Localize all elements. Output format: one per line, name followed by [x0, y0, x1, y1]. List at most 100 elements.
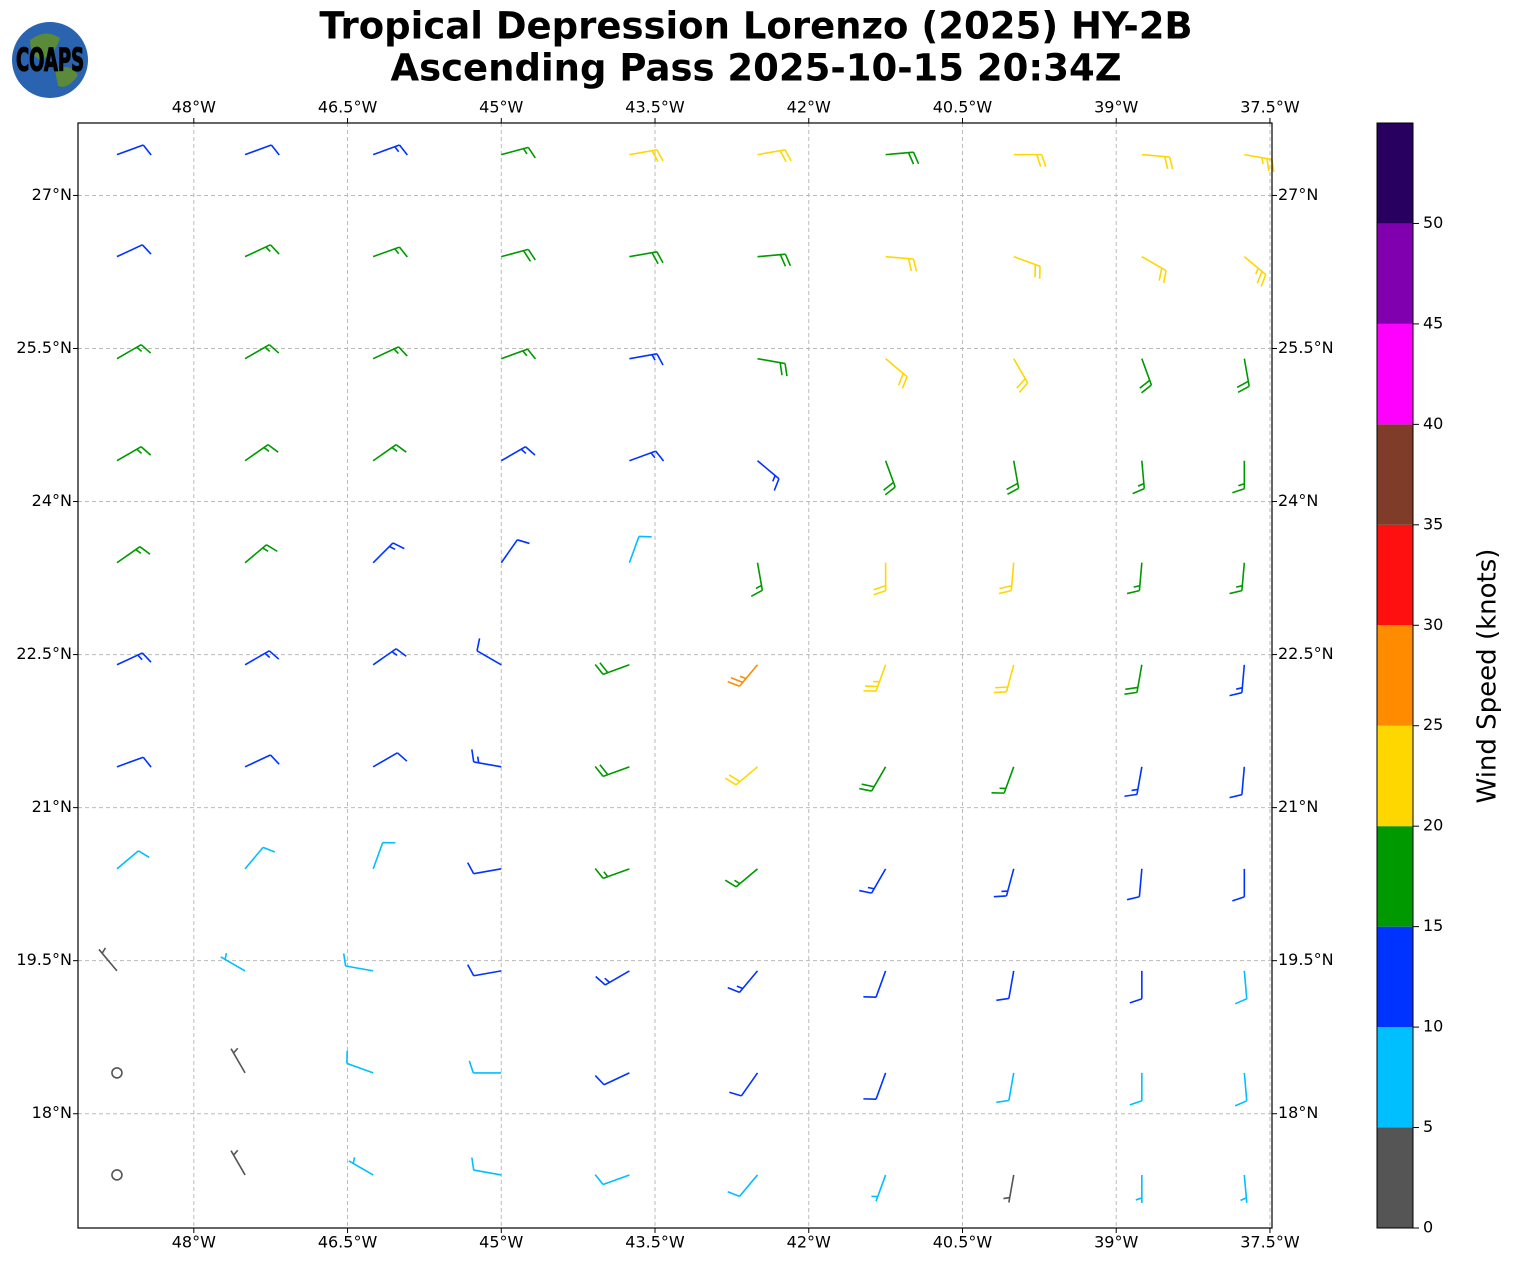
wind-barb: [594, 764, 630, 778]
wind-barb: [629, 353, 664, 366]
wind-barb: [244, 754, 280, 768]
wind-barb: [859, 868, 887, 894]
lat-label: 24°N: [32, 491, 72, 510]
wind-barb: [873, 562, 887, 596]
wind-barb: [883, 460, 896, 496]
wind-barb: [244, 846, 276, 870]
wind-barb: [724, 766, 759, 786]
grid: [78, 123, 1272, 1228]
wind-barb: [991, 766, 1015, 794]
wind-barb: [1013, 358, 1029, 393]
wind-barb: [871, 1174, 887, 1202]
lon-label: 37.5°W: [1240, 98, 1300, 117]
wind-barb: [1232, 868, 1246, 902]
wind-barb: [1141, 255, 1167, 284]
wind-barb: [244, 144, 280, 156]
wind-barb: [993, 868, 1015, 898]
wind-barb: [372, 841, 396, 870]
colorbar-tick-label: 5: [1423, 1117, 1433, 1136]
wind-barb: [116, 244, 152, 258]
wind-barb: [116, 756, 152, 768]
wind-barb: [996, 970, 1015, 1002]
lat-label: 25.5°N: [1278, 338, 1334, 357]
logo-land: [30, 33, 78, 87]
wind-barb: [1126, 868, 1143, 901]
lon-label: 37.5°W: [1240, 1233, 1300, 1252]
wind-barb: [372, 542, 405, 564]
wind-barb: [885, 358, 908, 389]
wind-barb: [727, 1174, 759, 1198]
lon-label: 42°W: [787, 98, 831, 117]
colorbar-tick-label: 50: [1423, 213, 1443, 232]
wind-barb: [863, 970, 887, 998]
wind-barb: [342, 953, 374, 972]
lat-label: 21°N: [32, 797, 72, 816]
wind-barb: [372, 752, 408, 768]
wind-barb: [471, 749, 502, 768]
colorbar-segment: [1377, 625, 1413, 726]
wind-barb: [1232, 460, 1246, 494]
colorbar-segment: [1377, 725, 1413, 827]
colorbar-label: Wind Speed (knots): [1473, 549, 1503, 804]
wind-barb: [1229, 664, 1246, 697]
wind-barb: [594, 662, 630, 676]
lon-label: 43.5°W: [625, 98, 685, 117]
wind-barb: [220, 953, 246, 972]
wind-barb: [501, 146, 536, 159]
wind-barb: [1013, 153, 1047, 167]
colorbar-tick-label: 25: [1423, 715, 1443, 734]
wind-barb: [1129, 970, 1143, 1004]
wind-barb: [1124, 664, 1143, 696]
colorbar-tick-label: 20: [1423, 816, 1443, 835]
lon-label: 45°W: [479, 98, 523, 117]
wind-barb: [993, 664, 1015, 694]
lon-label: 40.5°W: [933, 98, 993, 117]
colorbar-tick-label: 0: [1423, 1218, 1433, 1237]
wind-barb: [628, 535, 652, 564]
wind-barb: [750, 562, 764, 598]
wind-barb: [244, 650, 280, 666]
wind-barb: [757, 357, 788, 377]
wind-barbs: [98, 144, 1275, 1203]
wind-barb: [727, 970, 759, 994]
colorbar-segment: [1377, 826, 1413, 927]
colorbar-segment: [1377, 1127, 1413, 1228]
wind-barb: [1229, 562, 1246, 595]
wind-barb: [372, 246, 408, 258]
wind-barb: [1013, 255, 1041, 279]
wind-barb: [1229, 766, 1246, 799]
lat-label: 24°N: [1278, 491, 1318, 510]
wind-barb: [1129, 1072, 1143, 1106]
lon-label: 48°W: [172, 1233, 216, 1252]
lon-label: 39°W: [1094, 98, 1138, 117]
wind-barb: [500, 446, 536, 462]
wind-barb: [230, 1149, 246, 1176]
lat-label: 18°N: [32, 1103, 72, 1122]
wind-barb: [501, 348, 537, 360]
wind-barb: [348, 1157, 374, 1176]
wind-barb: [98, 947, 118, 972]
colorbar-segment: [1377, 123, 1413, 224]
wind-barb: [116, 850, 150, 870]
lat-label: 27°N: [1278, 185, 1318, 204]
lon-label: 48°W: [172, 98, 216, 117]
wind-barb: [724, 868, 759, 888]
colorbar-segment: [1377, 323, 1413, 425]
colorbar-tick-label: 10: [1423, 1017, 1443, 1036]
wind-barb: [1234, 1072, 1248, 1107]
wind-barb: [1243, 256, 1267, 287]
wind-barb: [372, 144, 408, 156]
wind-barb: [756, 460, 780, 491]
title-line: Tropical Depression Lorenzo (2025) HY-2B: [319, 5, 1192, 48]
colorbar-frame: [1376, 122, 1414, 1229]
wind-barb: [346, 1050, 374, 1074]
wind-barb: [1132, 460, 1146, 495]
wind-barb: [885, 151, 920, 165]
wind-barb: [116, 546, 151, 564]
wind-barb: [996, 1072, 1015, 1104]
colorbar-tick-label: 30: [1423, 615, 1443, 634]
wind-barb: [629, 148, 664, 163]
lon-label: 45°W: [479, 1233, 523, 1252]
wind-barb: [230, 1047, 246, 1074]
